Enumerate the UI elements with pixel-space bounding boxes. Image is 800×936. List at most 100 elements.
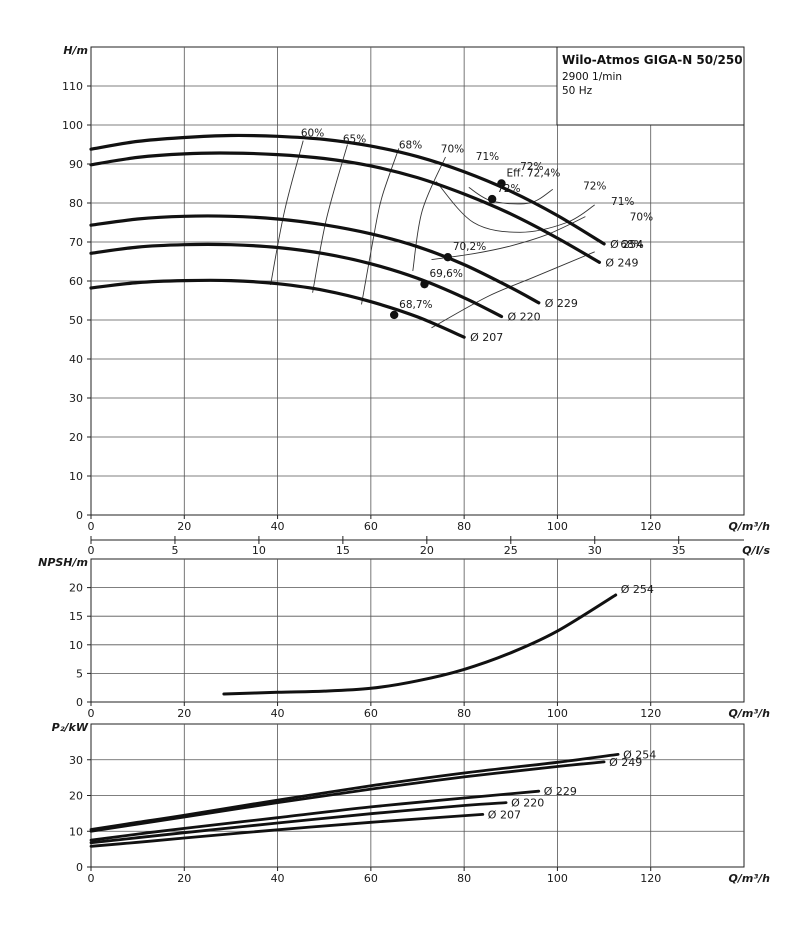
npsh-panel: 0 5 10 15 20 0 20 40 60 80 100 120 Q/m³/h NPSH/m Ø 254 bbox=[38, 556, 770, 720]
power-ylabel: P₂/kW bbox=[52, 721, 89, 734]
power-curve-207 bbox=[89, 813, 485, 848]
npsh-ytick-label: 5 bbox=[76, 667, 83, 680]
head-x2tick-label: 10 bbox=[252, 544, 266, 557]
npsh-xtick-label: 40 bbox=[271, 707, 285, 720]
power-curve-254 bbox=[89, 753, 620, 831]
eff-point-label: 72% bbox=[497, 183, 520, 195]
eff-point bbox=[420, 279, 429, 289]
power-curve-label: Ø 229 bbox=[544, 785, 577, 798]
head-ytick-label: 70 bbox=[69, 236, 83, 249]
head-curve-label: Ø 220 bbox=[507, 310, 540, 323]
head-curve-label: Ø 229 bbox=[545, 297, 578, 310]
head-curve-249 bbox=[89, 151, 601, 264]
npsh-ytick-label: 15 bbox=[69, 610, 83, 623]
npsh-xtick-label: 60 bbox=[364, 707, 378, 720]
eff-point-label: 70,2% bbox=[453, 241, 486, 253]
head-ytick-label: 40 bbox=[69, 353, 83, 366]
power-ytick-label: 20 bbox=[69, 790, 83, 803]
eff-line-label: 71% bbox=[476, 151, 499, 163]
head-curve-label: Ø 207 bbox=[470, 331, 503, 344]
head-x2tick-label: 20 bbox=[420, 544, 434, 557]
power-xtick-label: 120 bbox=[640, 872, 661, 885]
head-xtick-label: 60 bbox=[364, 520, 378, 533]
eff-line-65 bbox=[312, 144, 348, 293]
power-xtick-label: 80 bbox=[457, 872, 471, 885]
eff-line-label: 60% bbox=[301, 128, 324, 140]
npsh-curve-label: Ø 254 bbox=[621, 583, 654, 596]
head-ytick-label: 100 bbox=[62, 119, 83, 132]
head-ytick-label: 10 bbox=[69, 470, 83, 483]
eff-point-label: 69,6% bbox=[429, 268, 462, 280]
eff-line-72 bbox=[468, 187, 554, 205]
title-speed: 2900 1/min bbox=[562, 71, 622, 83]
npsh-xtick-label: 80 bbox=[457, 707, 471, 720]
eff-point bbox=[497, 179, 506, 188]
power-xtick-label: 100 bbox=[547, 872, 568, 885]
power-curve-label: Ø 249 bbox=[609, 756, 642, 769]
npsh-xlabel: Q/m³/h bbox=[729, 707, 771, 720]
head-curve-220 bbox=[89, 242, 504, 319]
head-x2label: Q/l/s bbox=[742, 544, 770, 557]
eff-line-label: 68% bbox=[399, 139, 422, 151]
head-ytick-label: 20 bbox=[69, 431, 83, 444]
npsh-ytick-label: 20 bbox=[69, 582, 83, 595]
npsh-xtick-label: 120 bbox=[640, 707, 661, 720]
head-x2tick-label: 15 bbox=[336, 544, 350, 557]
eff-line-label: 68% bbox=[620, 239, 643, 251]
power-curve-220 bbox=[89, 801, 508, 845]
power-ytick-label: 0 bbox=[76, 861, 83, 874]
power-xtick-label: 40 bbox=[271, 872, 285, 885]
eff-line-label: 70% bbox=[630, 212, 653, 224]
eff-line-label: 72% bbox=[520, 161, 543, 173]
head-xtick-label: 120 bbox=[640, 520, 661, 533]
npsh-ylabel: NPSH/m bbox=[38, 556, 88, 569]
power-xtick-label: 60 bbox=[364, 872, 378, 885]
title-box: Wilo-Atmos GIGA-N 50/250 2900 1/min 50 H… bbox=[556, 46, 745, 126]
npsh-curve-254 bbox=[222, 593, 618, 696]
head-curve-229 bbox=[89, 214, 541, 305]
eff-line-label: 65% bbox=[343, 134, 366, 146]
eff-line-70 bbox=[431, 216, 586, 261]
head-ytick-label: 0 bbox=[76, 509, 83, 522]
npsh-ytick-label: 10 bbox=[69, 639, 83, 652]
eff-point-label: Eff. 72,4% bbox=[506, 168, 560, 180]
eff-point-label: 68,7% bbox=[399, 299, 432, 311]
head-ytick-label: 50 bbox=[69, 314, 83, 327]
head-curve-207 bbox=[89, 278, 466, 339]
head-x2tick-label: 35 bbox=[672, 544, 686, 557]
head-ytick-label: 90 bbox=[69, 158, 83, 171]
eff-point bbox=[389, 310, 399, 320]
head-curve-254 bbox=[89, 133, 606, 246]
eff-point bbox=[443, 253, 453, 262]
npsh-xtick-label: 0 bbox=[88, 707, 95, 720]
head-x2tick-label: 30 bbox=[588, 544, 602, 557]
head-xtick-label: 80 bbox=[457, 520, 471, 533]
head-xtick-label: 100 bbox=[547, 520, 568, 533]
head-ylabel: H/m bbox=[63, 44, 88, 57]
head-curve-label: Ø 254 bbox=[610, 238, 643, 251]
head-x2tick-label: 25 bbox=[504, 544, 518, 557]
power-curve-label: Ø 254 bbox=[623, 748, 656, 761]
eff-line-label: 72% bbox=[583, 180, 606, 192]
eff-line-70 bbox=[412, 156, 446, 271]
head-ytick-label: 80 bbox=[69, 197, 83, 210]
npsh-xtick-label: 100 bbox=[547, 707, 568, 720]
power-xtick-label: 0 bbox=[88, 872, 95, 885]
head-x2tick-label: 0 bbox=[88, 544, 95, 557]
eff-line-71 bbox=[435, 181, 595, 233]
eff-line-label: 70% bbox=[441, 143, 464, 155]
power-ytick-label: 10 bbox=[69, 825, 83, 838]
power-curve-label: Ø 207 bbox=[488, 808, 521, 821]
power-ytick-label: 30 bbox=[69, 754, 83, 767]
npsh-xtick-label: 20 bbox=[177, 707, 191, 720]
head-ytick-label: 30 bbox=[69, 392, 83, 405]
title-freq: 50 Hz bbox=[562, 85, 593, 97]
power-xtick-label: 20 bbox=[177, 872, 191, 885]
eff-line-60 bbox=[270, 140, 304, 285]
head-xtick-label: 0 bbox=[88, 520, 95, 533]
head-xtick-label: 20 bbox=[177, 520, 191, 533]
title-name: Wilo-Atmos GIGA-N 50/250 bbox=[562, 53, 743, 67]
